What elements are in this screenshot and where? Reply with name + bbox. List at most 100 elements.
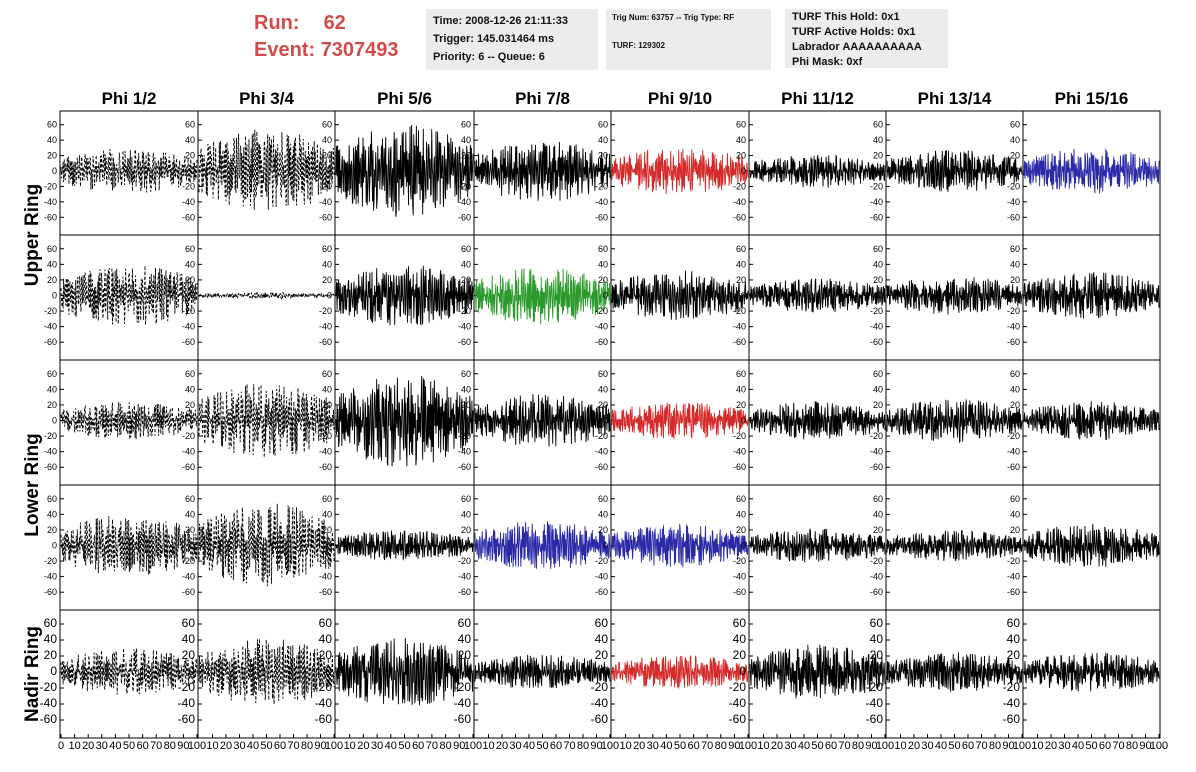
waveform-trace xyxy=(1023,652,1160,692)
y-tick-label: -20 xyxy=(40,680,58,694)
y-tick-label: -40 xyxy=(182,572,195,582)
run-line: Run: 62 xyxy=(254,10,399,37)
y-tick-label: 0 xyxy=(739,664,746,678)
y-tick-label: -20 xyxy=(458,556,471,566)
waveform-panel: -60 -40 -20 0 20 40 60 xyxy=(591,609,750,739)
y-tick-label: 40 xyxy=(873,509,883,519)
x-tick-label: 80 xyxy=(577,740,589,752)
x-tick-label: 60 xyxy=(412,740,424,752)
y-tick-label: 20 xyxy=(736,151,746,161)
y-tick-label: 40 xyxy=(873,384,883,394)
y-tick-label: -40 xyxy=(595,322,608,332)
x-tick-label: 20 xyxy=(1045,740,1057,752)
x-tick-label: 10 xyxy=(894,740,906,752)
waveform-trace xyxy=(611,148,749,195)
x-tick-label: 50 xyxy=(398,740,410,752)
waveform-panel: -60 -40 -20 0 20 40 60 xyxy=(1007,484,1161,611)
y-tick-label: -40 xyxy=(44,447,57,457)
y-tick-label: -20 xyxy=(733,306,746,316)
waveform-trace xyxy=(1023,523,1160,567)
waveform-trace xyxy=(474,521,611,569)
y-tick-label: 20 xyxy=(873,151,883,161)
waveform-panel: -60 -40 -20 0 20 40 60 xyxy=(178,609,336,739)
y-tick-label: -20 xyxy=(866,680,884,694)
y-tick-label: -40 xyxy=(454,696,472,710)
x-tick-label: 70 xyxy=(1112,740,1124,752)
y-tick-label: -40 xyxy=(458,322,471,332)
y-tick-label: 60 xyxy=(185,369,195,379)
waveform-panel: -60 -40 -20 0 20 40 60 xyxy=(870,484,1024,611)
y-tick-label: 40 xyxy=(873,259,883,269)
x-tick-label: 90 xyxy=(453,740,465,752)
y-tick-label: -20 xyxy=(595,181,608,191)
y-tick-label: 60 xyxy=(47,120,57,130)
y-tick-label: 60 xyxy=(873,369,883,379)
waveform-trace xyxy=(60,148,198,193)
waveform-panel: -60 -40 -20 0 20 40 60 xyxy=(458,359,612,486)
y-tick-label: -40 xyxy=(319,447,332,457)
y-tick-label: -60 xyxy=(1007,462,1020,472)
waveform-panel: -60 -40 -20 0 20 40 60 xyxy=(1007,359,1161,486)
waveform-trace xyxy=(1023,401,1160,441)
y-tick-label: -40 xyxy=(870,572,883,582)
y-tick-label: 20 xyxy=(458,648,472,662)
waveform-trace xyxy=(198,503,335,587)
y-tick-label: 60 xyxy=(461,244,471,254)
x-tick-label: 30 xyxy=(96,740,108,752)
y-tick-label: 60 xyxy=(736,120,746,130)
x-tick-label: 20 xyxy=(357,740,369,752)
trigger-text: Trigger: 145.031464 ms xyxy=(433,33,555,45)
y-tick-label: 40 xyxy=(1010,384,1020,394)
y-tick-label: 0 xyxy=(1015,166,1020,176)
y-tick-label: 60 xyxy=(185,244,195,254)
y-tick-label: 40 xyxy=(461,384,471,394)
y-tick-label: 40 xyxy=(461,135,471,145)
waveform-trace xyxy=(474,394,611,447)
run-event-box: Run: 62 Event: 7307493 xyxy=(254,10,399,64)
event-label: Event: xyxy=(254,39,316,61)
y-tick-label: 20 xyxy=(47,400,57,410)
waveform-trace xyxy=(749,528,886,563)
y-tick-label: -20 xyxy=(454,680,472,694)
waveform-trace xyxy=(1023,272,1160,319)
y-tick-label: 40 xyxy=(1010,259,1020,269)
y-tick-label: -40 xyxy=(315,696,333,710)
y-tick-label: -60 xyxy=(870,337,883,347)
y-tick-label: 60 xyxy=(736,244,746,254)
y-tick-label: 20 xyxy=(873,275,883,285)
waveform-trace xyxy=(886,529,1023,562)
y-tick-label: -60 xyxy=(178,712,196,726)
y-tick-label: 20 xyxy=(461,400,471,410)
y-tick-label: -40 xyxy=(44,197,57,207)
row-label: Upper Ring xyxy=(22,184,43,286)
y-tick-label: 20 xyxy=(322,400,332,410)
waveform-panel: -60 -40 -20 0 20 40 60 xyxy=(40,609,199,739)
y-tick-label: 0 xyxy=(878,291,883,301)
x-tick-label: 20 xyxy=(220,740,232,752)
y-tick-label: 40 xyxy=(322,259,332,269)
x-tick-label: 10 xyxy=(344,740,356,752)
waveform-panel: -60 -40 -20 0 20 40 60 xyxy=(595,359,750,486)
y-tick-label: 40 xyxy=(182,632,196,646)
x-tick-label: 40 xyxy=(523,740,535,752)
waveform-panel: -60 -40 -20 0 20 40 60 xyxy=(182,234,336,361)
waveform-panel: -60 -40 -20 0 20 40 60 xyxy=(44,234,199,361)
x-tick-label: 20 xyxy=(633,740,645,752)
waveform-trace xyxy=(335,376,474,467)
y-tick-label: 60 xyxy=(47,244,57,254)
y-tick-label: 20 xyxy=(1010,400,1020,410)
turf-info-box: TURF This Hold: 0x1 TURF Active Holds: 0… xyxy=(785,9,948,68)
y-tick-label: -60 xyxy=(44,462,57,472)
y-tick-label: -20 xyxy=(870,181,883,191)
y-tick-label: -40 xyxy=(1003,696,1021,710)
x-tick-label: 60 xyxy=(962,740,974,752)
waveform-panel: -60 -40 -20 0 20 40 60 xyxy=(44,484,199,611)
y-tick-label: -20 xyxy=(595,431,608,441)
y-tick-label: -60 xyxy=(595,337,608,347)
x-tick-label: 90 xyxy=(177,740,189,752)
y-tick-label: 60 xyxy=(1010,244,1020,254)
waveform-panel: -60 -40 -20 0 20 40 60 xyxy=(733,359,887,486)
y-tick-label: 60 xyxy=(873,494,883,504)
y-tick-label: -60 xyxy=(595,587,608,597)
y-tick-label: -60 xyxy=(182,212,195,222)
